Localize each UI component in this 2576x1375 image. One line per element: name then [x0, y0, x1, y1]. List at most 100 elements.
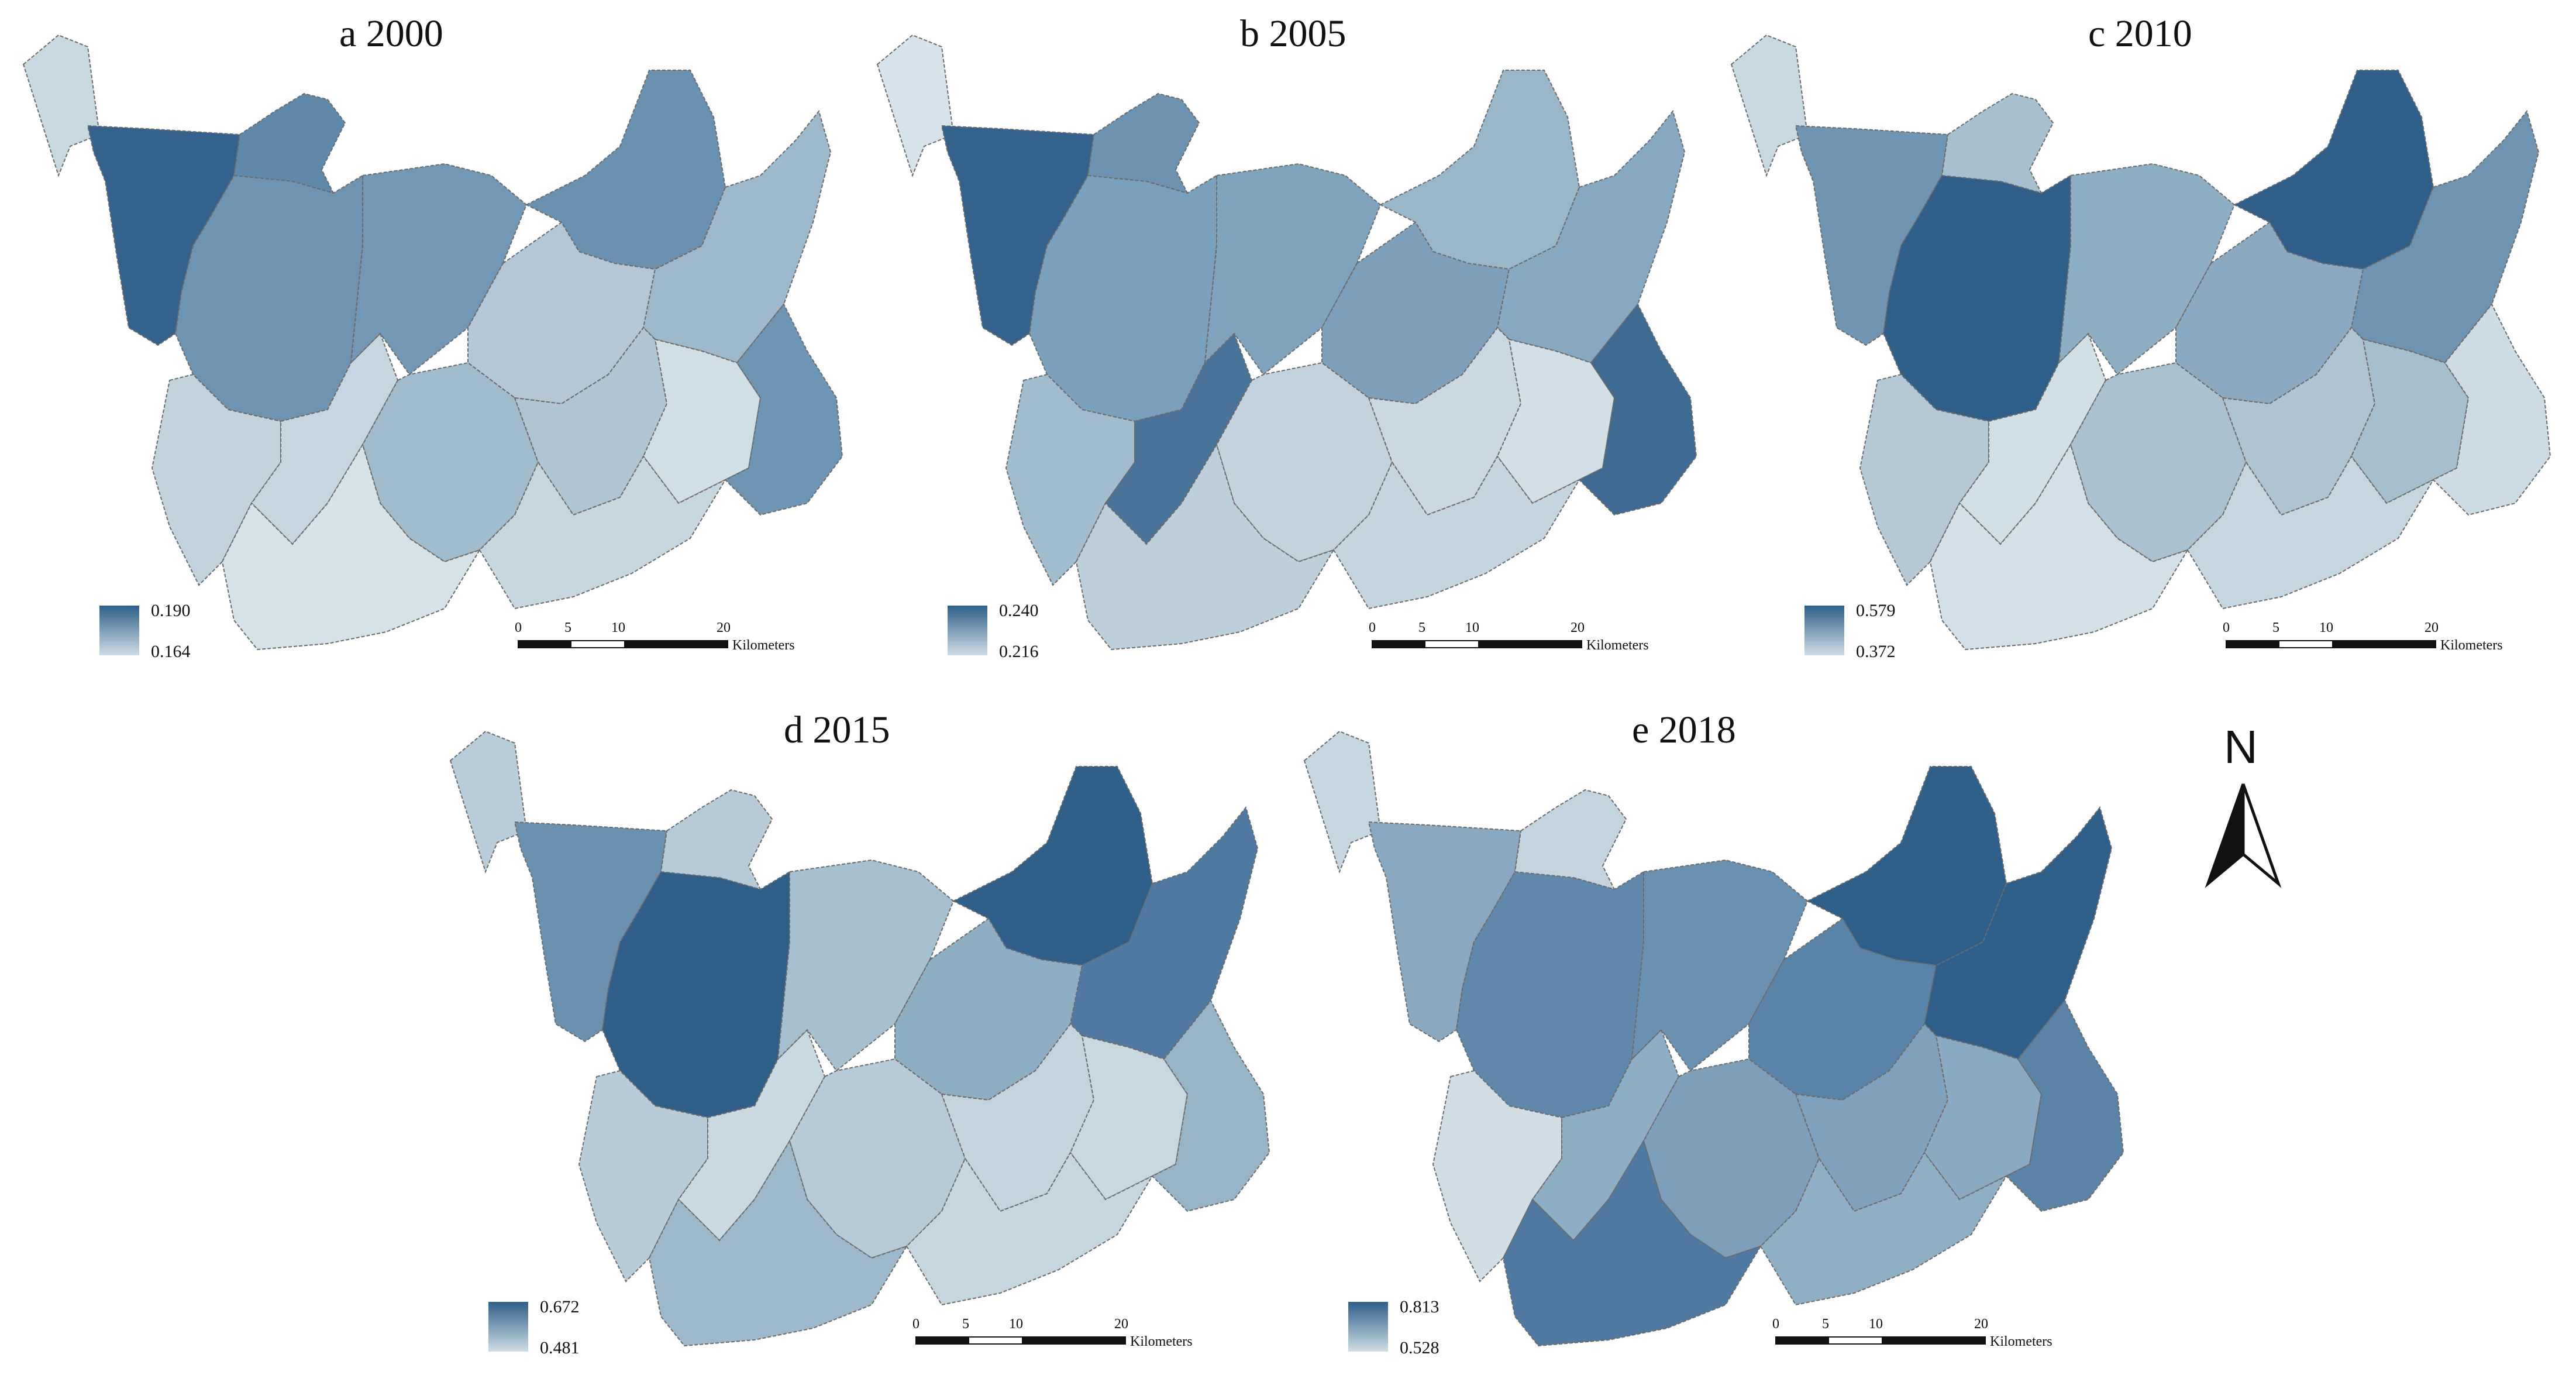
map-panel-b-2005: b 2005 0.240 0.216 0 5 10 20 Kilometers — [854, 0, 1708, 673]
district-region-0 — [876, 34, 955, 177]
district-region-8 — [1748, 917, 1937, 1101]
district-region-15 — [2186, 455, 2435, 610]
legend: 0.190 0.164 — [99, 601, 191, 664]
district-region-15 — [1759, 1151, 2008, 1306]
scale-tick-20: 20 — [2425, 620, 2439, 635]
scale-bar-gap — [1425, 641, 1478, 647]
district-region-13 — [648, 1139, 908, 1347]
district-region-14 — [2432, 303, 2551, 516]
legend: 0.813 0.528 — [1348, 1297, 1439, 1360]
scale-unit: Kilometers — [1586, 638, 1649, 653]
district-region-14 — [724, 303, 843, 516]
district-region-2 — [1514, 789, 1627, 891]
choropleth-map — [1303, 730, 2124, 1347]
district-region-8 — [894, 917, 1083, 1101]
legend-high-value: 0.672 — [540, 1297, 580, 1316]
district-region-8 — [467, 221, 656, 405]
district-region-14 — [1578, 303, 1697, 516]
district-region-0 — [1303, 730, 1382, 874]
scale-tick-0: 0 — [2223, 620, 2230, 635]
district-region-13 — [1929, 443, 2189, 651]
north-label: N — [2224, 721, 2258, 773]
district-region-8 — [1321, 221, 1510, 405]
scale-bar-gap — [1829, 1338, 1882, 1343]
district-region-15 — [905, 1151, 1154, 1306]
legend-high-value: 0.190 — [151, 601, 191, 620]
scale-unit: Kilometers — [1990, 1334, 2052, 1349]
scale-tick-0: 0 — [1369, 620, 1376, 635]
scale-unit: Kilometers — [2440, 638, 2503, 653]
scale-tick-20: 20 — [717, 620, 731, 635]
scale-bar: 0 5 10 20 Kilometers — [912, 1316, 1193, 1357]
legend-low-value: 0.481 — [540, 1338, 580, 1357]
choropleth-map — [22, 34, 843, 651]
district-region-15 — [478, 455, 727, 610]
scale-tick-0: 0 — [912, 1316, 919, 1332]
north-arrow-icon — [2205, 783, 2282, 888]
district-region-0 — [449, 730, 528, 874]
legend-high-value: 0.813 — [1400, 1297, 1439, 1316]
scale-tick-10: 10 — [1465, 620, 1479, 635]
panel-title: c 2010 — [2088, 12, 2192, 55]
district-region-14 — [2005, 999, 2124, 1212]
district-region-2 — [1941, 92, 2054, 194]
map-panel-c-2010: c 2010 0.579 0.372 0 5 10 20 Kilometers — [1708, 0, 2562, 673]
scale-tick-20: 20 — [1571, 620, 1585, 635]
legend: 0.579 0.372 — [1804, 601, 1896, 664]
legend: 0.240 0.216 — [948, 601, 1039, 664]
scale-bar: 0 5 10 20 Kilometers — [1369, 620, 1649, 661]
north-arrow: N — [2199, 721, 2287, 892]
panel-title: e 2018 — [1632, 709, 1736, 751]
legend-low-value: 0.528 — [1400, 1338, 1439, 1357]
legend: 0.672 0.481 — [488, 1297, 580, 1360]
legend-low-value: 0.164 — [151, 642, 191, 661]
panel-title: b 2005 — [1240, 12, 1346, 55]
scale-tick-10: 10 — [1869, 1316, 1883, 1332]
choropleth-map — [1730, 34, 2551, 651]
district-region-2 — [660, 789, 773, 891]
choropleth-map — [449, 730, 1270, 1347]
scale-tick-10: 10 — [1009, 1316, 1023, 1332]
scale-bar-gap — [571, 641, 624, 647]
scale-tick-5: 5 — [962, 1316, 969, 1332]
district-region-8 — [2175, 221, 2364, 405]
legend-low-value: 0.372 — [1856, 642, 1896, 661]
scale-tick-10: 10 — [2319, 620, 2333, 635]
district-region-15 — [1332, 455, 1581, 610]
legend-gradient — [1348, 1302, 1388, 1352]
map-panel-e-2018: e 2018 0.813 0.528 0 5 10 20 Kilometers — [1281, 696, 2135, 1369]
scale-tick-0: 0 — [515, 620, 522, 635]
scale-tick-10: 10 — [611, 620, 625, 635]
scale-tick-5: 5 — [1418, 620, 1425, 635]
scale-tick-20: 20 — [1974, 1316, 1988, 1332]
map-panel-a-2000: a 2000 0.190 0.164 0 5 10 20 Kilometers — [0, 0, 854, 673]
legend-high-value: 0.579 — [1856, 601, 1896, 620]
legend-low-value: 0.216 — [999, 642, 1039, 661]
legend-gradient — [948, 606, 987, 655]
scale-bar: 0 5 10 20 Kilometers — [2223, 620, 2503, 661]
scale-tick-20: 20 — [1114, 1316, 1128, 1332]
scale-bar: 0 5 10 20 Kilometers — [515, 620, 795, 661]
district-region-2 — [233, 92, 346, 194]
panel-title: d 2015 — [784, 709, 890, 751]
scale-tick-5: 5 — [1822, 1316, 1829, 1332]
scale-bar-gap — [2279, 641, 2332, 647]
district-region-13 — [221, 443, 481, 651]
district-region-0 — [1730, 34, 1809, 177]
district-region-0 — [22, 34, 101, 177]
panel-title: a 2000 — [339, 12, 443, 55]
legend-gradient — [1804, 606, 1844, 655]
map-panel-d-2015: d 2015 0.672 0.481 0 5 10 20 Kilometers — [427, 696, 1281, 1369]
choropleth-map — [876, 34, 1697, 651]
scale-bar-gap — [969, 1338, 1022, 1343]
district-region-13 — [1075, 443, 1335, 651]
scale-tick-0: 0 — [1772, 1316, 1779, 1332]
scale-unit: Kilometers — [1130, 1334, 1193, 1349]
scale-unit: Kilometers — [732, 638, 795, 653]
district-region-14 — [1151, 999, 1270, 1212]
district-region-2 — [1087, 92, 1200, 194]
legend-gradient — [488, 1302, 528, 1352]
legend-high-value: 0.240 — [999, 601, 1039, 620]
scale-tick-5: 5 — [564, 620, 571, 635]
scale-tick-5: 5 — [2272, 620, 2279, 635]
